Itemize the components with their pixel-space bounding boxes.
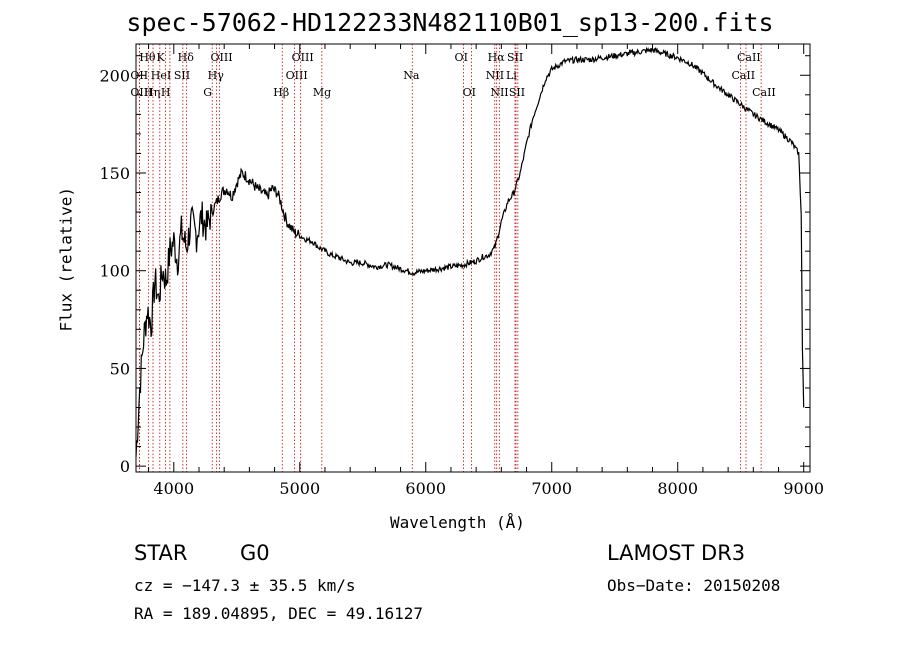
x-tick-label: 4000	[153, 479, 194, 498]
x-tick-label: 9000	[783, 479, 824, 498]
spectral-line-label: OIII	[211, 51, 233, 64]
spectral-line-label: HeI	[151, 69, 171, 82]
spectral-line-label: CaII	[752, 86, 776, 99]
observation-date: Obs−Date: 20150208	[607, 576, 781, 595]
spectral-line-label: Mg	[313, 86, 331, 99]
spectral-line-label: SII	[174, 69, 190, 82]
y-tick-label: 150	[99, 164, 130, 183]
x-tick-label: 7000	[531, 479, 572, 498]
y-tick-label: 200	[99, 66, 130, 85]
spectral-line-label: CaII	[737, 51, 761, 64]
spectral-line-label: SII	[509, 86, 525, 99]
y-tick-label: 0	[120, 457, 130, 476]
redshift-velocity: cz = −147.3 ± 35.5 km/s	[134, 576, 356, 595]
spectral-line-label: Hγ	[208, 69, 225, 82]
x-tick-label: 6000	[405, 479, 446, 498]
x-axis-label: Wavelength (Å)	[390, 513, 525, 532]
object-class: STAR	[134, 541, 188, 565]
spectral-line-label: OIII	[286, 69, 308, 82]
x-tick-label: 5000	[279, 479, 320, 498]
spectral-line-label: CaII	[731, 69, 755, 82]
y-tick-label: 100	[99, 262, 130, 281]
spectral-line-label: Hβ	[273, 86, 289, 99]
chart-title: spec-57062-HD122233N482110B01_sp13-200.f…	[126, 8, 774, 37]
plot-frame	[135, 43, 811, 473]
spectral-line-label: Hα	[488, 51, 506, 64]
spectral-line-label: OIII	[292, 51, 314, 64]
y-axis-label: Flux (relative)	[56, 187, 76, 332]
spectral-line-label: H	[161, 86, 171, 99]
spectral-line-label: SII	[507, 51, 523, 64]
spectral-line-label: Hδ	[178, 51, 195, 64]
spectral-line-label: OI	[455, 51, 468, 64]
y-tick-label: 50	[110, 359, 130, 378]
flux-series-line	[135, 46, 805, 457]
coordinates: RA = 189.04895, DEC = 49.16127	[134, 604, 423, 623]
spectral-line-label: Hθ	[139, 51, 156, 64]
x-tick-label: 8000	[657, 479, 698, 498]
x-axis-ticks: 4000 5000 6000 7000 8000 9000	[148, 44, 824, 498]
spectral-line-label: Hη	[144, 86, 160, 99]
subclass: G0	[240, 541, 270, 565]
spectral-line-label: Na	[403, 69, 420, 82]
y-axis-ticks: 0 50 100 150 200	[99, 55, 810, 476]
spectral-line-label: NII	[490, 86, 508, 99]
spectral-line-label: G	[203, 86, 212, 99]
spectral-line-label: OI	[463, 86, 476, 99]
survey-name: LAMOST DR3	[607, 541, 746, 565]
spectral-line-label: Li	[506, 69, 517, 82]
spectral-line-label: K	[156, 51, 165, 64]
spectral-line-label: NII	[486, 69, 504, 82]
spectral-line-markers	[139, 44, 762, 472]
